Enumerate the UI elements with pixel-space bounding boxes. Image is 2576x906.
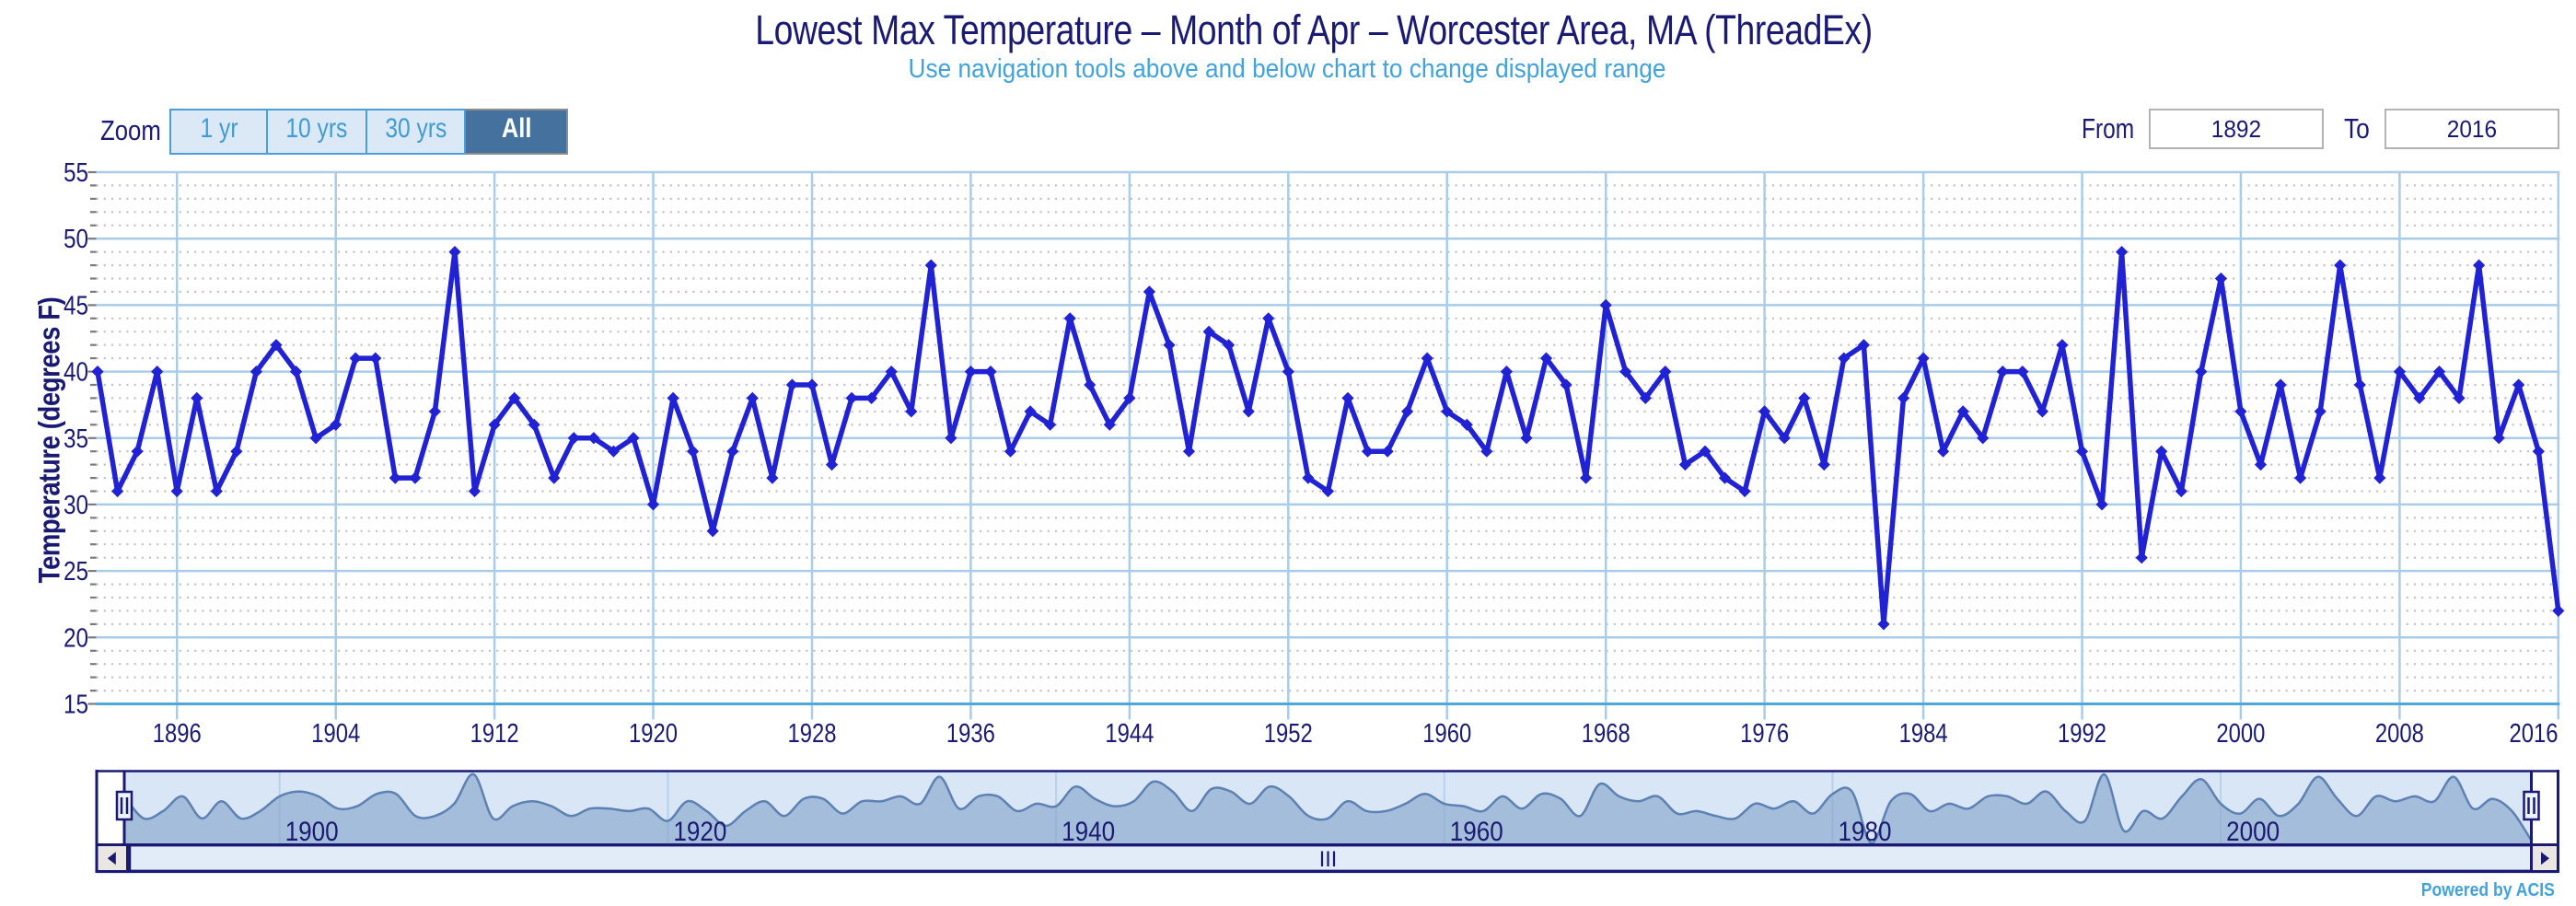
svg-text:1980: 1980 [1839, 817, 1892, 847]
svg-text:1976: 1976 [1740, 719, 1789, 749]
svg-text:1912: 1912 [470, 719, 519, 749]
svg-text:35: 35 [64, 424, 88, 454]
svg-text:1984: 1984 [1899, 719, 1948, 749]
svg-text:1936: 1936 [946, 719, 995, 749]
svg-text:1896: 1896 [153, 719, 202, 749]
svg-text:2016: 2016 [2510, 719, 2559, 749]
svg-text:45: 45 [64, 291, 88, 320]
svg-text:1992: 1992 [2058, 719, 2106, 749]
svg-text:20: 20 [64, 623, 88, 653]
svg-text:1960: 1960 [1422, 719, 1471, 749]
svg-text:1920: 1920 [629, 719, 678, 749]
svg-text:2000: 2000 [2216, 719, 2265, 749]
svg-text:50: 50 [64, 225, 88, 254]
svg-text:55: 55 [64, 158, 88, 188]
svg-text:1960: 1960 [1450, 817, 1503, 847]
svg-text:2008: 2008 [2375, 719, 2424, 749]
svg-text:1900: 1900 [285, 817, 339, 847]
svg-text:1940: 1940 [1062, 817, 1115, 847]
svg-text:2000: 2000 [2226, 817, 2280, 847]
svg-text:1952: 1952 [1264, 719, 1313, 749]
svg-text:1928: 1928 [788, 719, 837, 749]
svg-text:1968: 1968 [1582, 719, 1630, 749]
svg-text:40: 40 [64, 358, 88, 388]
svg-text:30: 30 [64, 491, 88, 520]
svg-text:15: 15 [64, 691, 88, 720]
svg-text:1920: 1920 [673, 817, 726, 847]
svg-text:25: 25 [64, 557, 88, 587]
svg-text:1944: 1944 [1105, 719, 1154, 749]
svg-text:1904: 1904 [311, 719, 360, 749]
